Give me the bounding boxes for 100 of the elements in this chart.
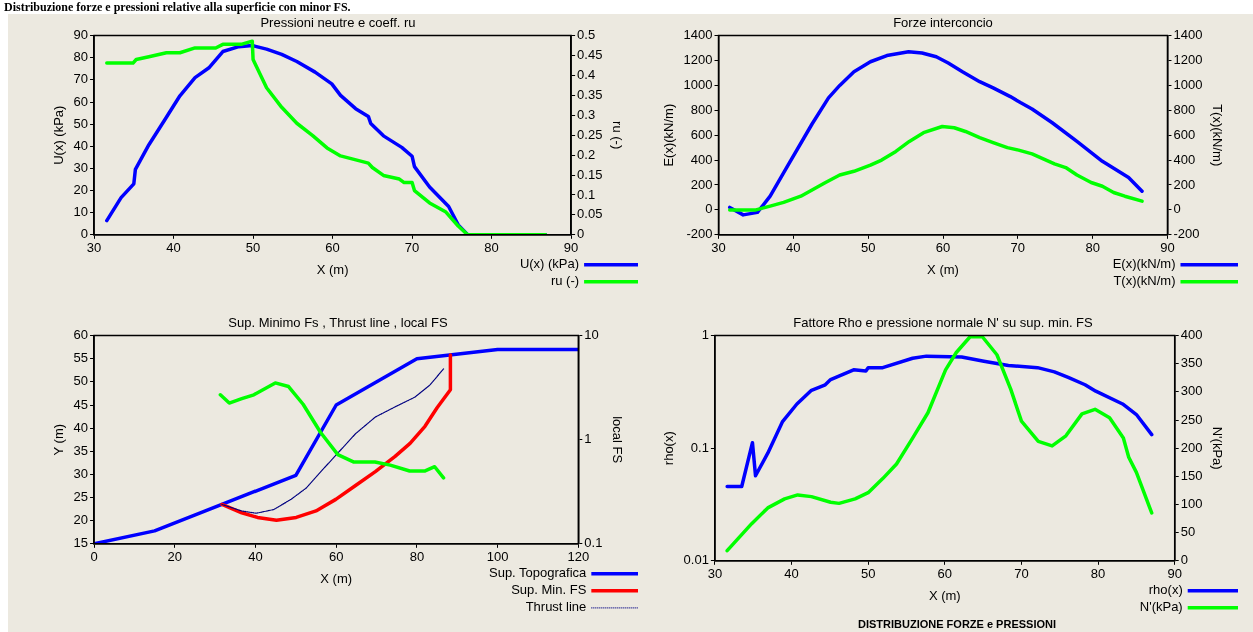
x-axis-title: X (m) xyxy=(927,261,959,277)
x-tick-label: 50 xyxy=(245,240,261,256)
x-tick-label: 90 xyxy=(1160,240,1175,256)
y2-tick-label: 50 xyxy=(1180,524,1196,540)
y2-tick-label: 150 xyxy=(1180,467,1203,483)
legend-label: ru (-) xyxy=(550,273,580,289)
y2-tick-label: 0.1 xyxy=(584,535,603,551)
y-tick-label: 50 xyxy=(73,115,89,131)
x-tick-label: 70 xyxy=(1010,240,1026,256)
y-tick-label: 0.01 xyxy=(683,552,709,568)
y2-tick-label: 0.3 xyxy=(577,106,596,122)
y-tick-label: 45 xyxy=(73,396,89,412)
x-tick-label: 80 xyxy=(1085,240,1100,256)
x-tick-label: 70 xyxy=(1014,566,1029,582)
y2-tick-label: 1400 xyxy=(1173,27,1203,43)
y-axis-title: Y (m) xyxy=(51,423,67,456)
legend-label: Thrust line xyxy=(525,599,587,615)
x-tick-label: 80 xyxy=(484,240,499,256)
text: Distribuzione forze e pressioni relative alla superficie con minor FS. xyxy=(4,0,351,15)
y-tick-label: 30 xyxy=(73,159,89,175)
line-series xyxy=(221,368,445,514)
y-tick-label: 80 xyxy=(73,49,89,65)
y2-tick-label: 10 xyxy=(584,327,599,343)
text: DISTRIBUZIONE FORZE e PRESSIONI xyxy=(858,618,1057,630)
y2-axis-title: local FS xyxy=(609,416,625,464)
y-tick-label: 20 xyxy=(73,182,89,198)
y-tick-label: 0 xyxy=(705,201,713,217)
x-axis-title: X (m) xyxy=(928,587,961,603)
y2-tick-label: 200 xyxy=(1173,176,1196,192)
y-tick-label: 0.1 xyxy=(690,439,709,455)
chart-title: Fattore Rho e pressione normale N' su sup. min. FS xyxy=(793,315,1094,331)
y2-tick-label: 0 xyxy=(577,226,585,242)
y2-axis-title: ru (-) xyxy=(609,121,625,150)
y-tick-label: 60 xyxy=(73,327,89,343)
y2-tick-label: 1200 xyxy=(1173,52,1203,68)
x-tick-label: 100 xyxy=(486,549,509,565)
x-axis-title: X (m) xyxy=(316,261,349,277)
y-tick-label: 1000 xyxy=(683,76,713,92)
legend-label: T(x)(kN/m) xyxy=(1113,273,1176,289)
y2-tick-label: 0.15 xyxy=(577,166,603,182)
y2-tick-label: 350 xyxy=(1180,355,1203,371)
x-tick-label: 120 xyxy=(567,549,590,565)
y-tick-label: 60 xyxy=(73,93,89,109)
y2-tick-label: 0.1 xyxy=(577,186,596,202)
x-tick-label: 30 xyxy=(86,240,102,256)
legend-label: Sup. Min. FS xyxy=(511,582,587,598)
y2-tick-label: 100 xyxy=(1180,496,1203,512)
chart-title: Pressioni neutre e coeff. ru xyxy=(260,15,416,31)
y-axis-title: rho(x) xyxy=(661,431,677,466)
y-tick-label: 25 xyxy=(73,489,89,505)
y2-axis-title: N'(kPa) xyxy=(1209,426,1225,470)
x-tick-label: 30 xyxy=(711,240,726,256)
y-tick-label: 20 xyxy=(73,512,89,528)
y-tick-label: 10 xyxy=(73,204,89,220)
x-tick-label: 50 xyxy=(860,240,876,256)
y-tick-label: 70 xyxy=(73,71,89,87)
y-tick-label: 55 xyxy=(73,350,89,366)
y2-tick-label: 0.45 xyxy=(577,47,603,63)
x-tick-label: 90 xyxy=(1167,566,1182,582)
x-tick-label: 40 xyxy=(248,549,263,565)
x-tick-label: 40 xyxy=(784,566,799,582)
y2-tick-label: 1 xyxy=(584,431,592,447)
x-tick-label: 60 xyxy=(325,240,340,256)
y2-tick-label: 0.35 xyxy=(577,86,603,102)
y-tick-label: 200 xyxy=(690,176,713,192)
y-tick-label: 800 xyxy=(690,101,713,117)
y-tick-label: 30 xyxy=(73,465,89,481)
y-tick-label: 50 xyxy=(73,373,89,389)
x-tick-label: 40 xyxy=(786,240,801,256)
y2-tick-label: 250 xyxy=(1180,411,1203,427)
legend-label: N'(kPa) xyxy=(1139,599,1183,615)
y2-tick-label: 0.25 xyxy=(577,126,603,142)
x-tick-label: 60 xyxy=(328,549,344,565)
y-tick-label: 600 xyxy=(690,126,713,142)
x-tick-label: 90 xyxy=(563,240,579,256)
y-axis-title: U(x) (kPa) xyxy=(51,105,67,165)
y2-tick-label: 0 xyxy=(1173,201,1181,217)
legend-label: Sup. Topografica xyxy=(488,565,588,581)
y-axis-title: E(x)(kN/m) xyxy=(661,103,677,167)
x-tick-label: 40 xyxy=(166,240,181,256)
y-tick-label: 400 xyxy=(690,151,713,167)
y-tick-label: 40 xyxy=(73,419,89,435)
legend-label: rho(x) xyxy=(1148,582,1183,598)
y-tick-label: 1 xyxy=(701,327,709,343)
x-tick-label: 70 xyxy=(404,240,420,256)
y-tick-label: 1200 xyxy=(683,52,713,68)
y-tick-label: -200 xyxy=(686,226,713,242)
y-tick-label: 90 xyxy=(73,27,89,43)
y-tick-label: 35 xyxy=(73,442,89,458)
y2-tick-label: 0.5 xyxy=(577,27,596,43)
chart-title: Forze interconcio xyxy=(893,15,993,31)
legend-label: E(x)(kN/m) xyxy=(1112,256,1176,272)
y2-tick-label: 200 xyxy=(1180,439,1203,455)
x-tick-label: 20 xyxy=(167,549,183,565)
y2-tick-label: -200 xyxy=(1173,226,1200,242)
x-tick-label: 60 xyxy=(935,240,951,256)
x-axis-title: X (m) xyxy=(320,570,353,586)
x-tick-label: 80 xyxy=(409,549,425,565)
y2-tick-label: 300 xyxy=(1180,383,1203,399)
x-tick-label: 60 xyxy=(937,566,953,582)
